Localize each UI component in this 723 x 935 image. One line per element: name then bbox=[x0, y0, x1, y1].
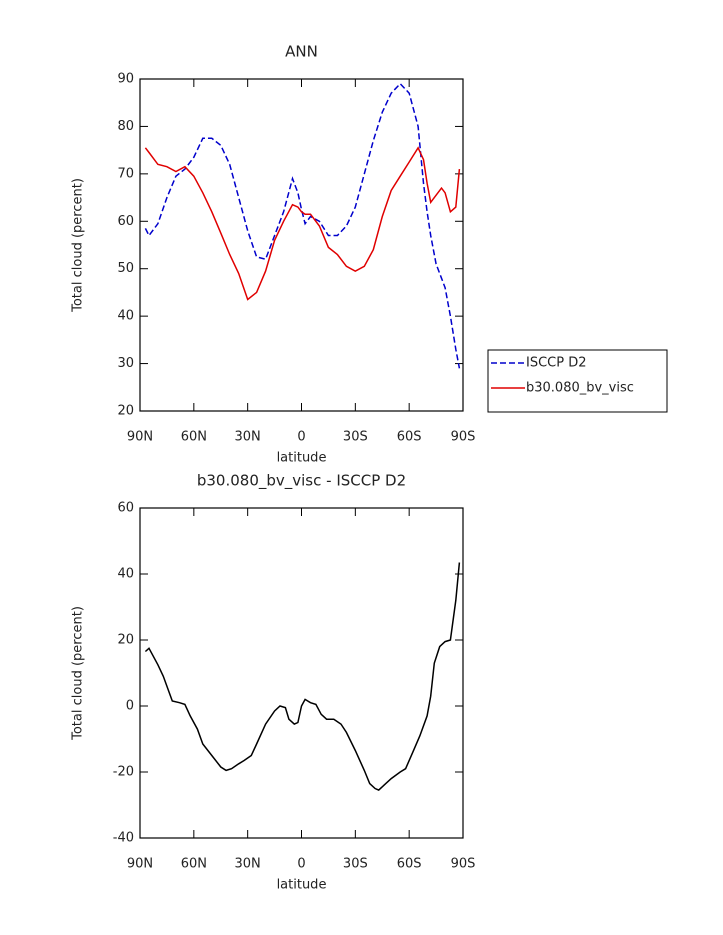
x-tick-label: 30S bbox=[343, 857, 368, 872]
y-tick-label: -20 bbox=[113, 765, 134, 780]
x-tick-label: 30S bbox=[343, 430, 368, 445]
y-tick-label: 20 bbox=[117, 633, 134, 648]
y-tick-label: 90 bbox=[117, 72, 134, 87]
y-tick-label: 70 bbox=[117, 166, 134, 181]
plot-frame bbox=[139, 78, 464, 412]
x-axis-label: latitude bbox=[277, 451, 327, 466]
x-tick-label: 0 bbox=[297, 430, 305, 445]
y-tick-label: 50 bbox=[117, 261, 134, 276]
series-line bbox=[144, 146, 461, 301]
chart-title: ANN bbox=[285, 43, 318, 61]
legend-box bbox=[487, 349, 668, 413]
x-tick-label: 60N bbox=[181, 430, 207, 445]
y-tick-label: 40 bbox=[117, 309, 134, 324]
x-tick-label: 30N bbox=[235, 430, 261, 445]
x-tick-label: 60N bbox=[181, 857, 207, 872]
series-line bbox=[144, 562, 461, 791]
x-axis-label: latitude bbox=[277, 878, 327, 893]
y-tick-label: 20 bbox=[117, 404, 134, 419]
y-axis-label: Total cloud (percent) bbox=[71, 606, 86, 741]
x-tick-label: 90N bbox=[127, 857, 153, 872]
legend-label: b30.080_bv_visc bbox=[526, 381, 634, 396]
x-tick-label: 30N bbox=[235, 857, 261, 872]
y-axis-label: Total cloud (percent) bbox=[71, 178, 86, 313]
plot-frame bbox=[139, 507, 464, 839]
x-tick-label: 90N bbox=[127, 430, 153, 445]
x-tick-label: 60S bbox=[397, 430, 422, 445]
x-tick-label: 60S bbox=[397, 857, 422, 872]
x-tick-label: 0 bbox=[297, 857, 305, 872]
y-tick-label: -40 bbox=[113, 831, 134, 846]
x-tick-label: 90S bbox=[451, 430, 476, 445]
legend-label: ISCCP D2 bbox=[526, 356, 587, 371]
y-tick-label: 0 bbox=[126, 699, 134, 714]
y-tick-label: 60 bbox=[117, 501, 134, 516]
y-tick-label: 30 bbox=[117, 356, 134, 371]
chart-title: b30.080_bv_visc - ISCCP D2 bbox=[197, 472, 406, 491]
y-tick-label: 40 bbox=[117, 567, 134, 582]
x-tick-label: 90S bbox=[451, 857, 476, 872]
y-tick-label: 80 bbox=[117, 119, 134, 134]
series-line bbox=[144, 82, 461, 369]
y-tick-label: 60 bbox=[117, 214, 134, 229]
